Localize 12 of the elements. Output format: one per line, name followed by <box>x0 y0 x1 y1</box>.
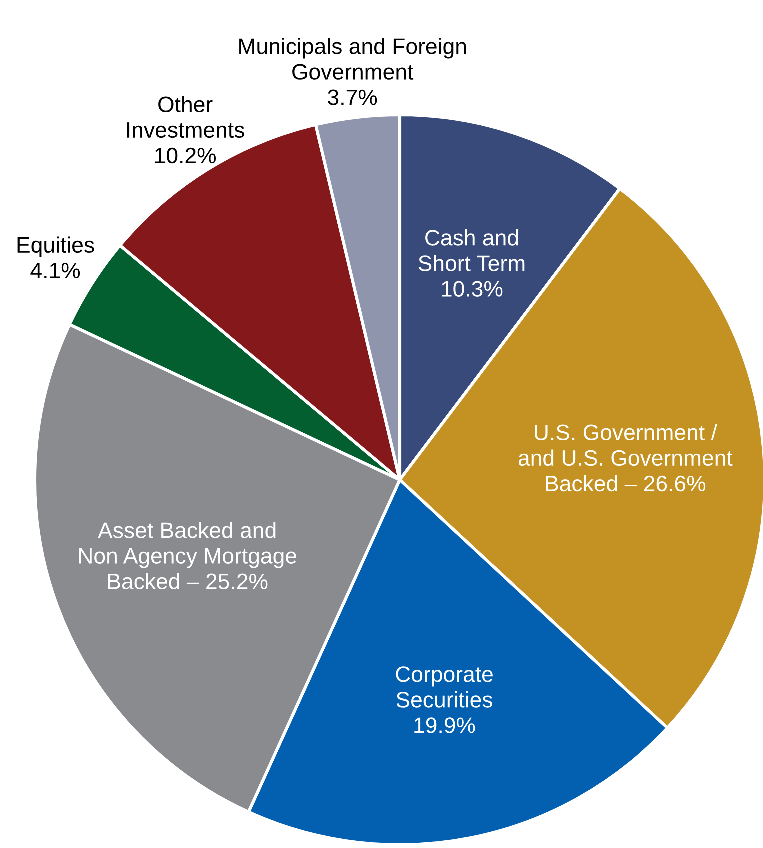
data-label: 4.1% <box>30 262 80 279</box>
slice-label: Equities <box>18 236 94 258</box>
data-label: 3.7% <box>328 90 378 106</box>
slice-label: Other Investments <box>127 96 244 138</box>
slice-label: Asset Backed and Non Agency Mortgage Backed – 25.2% <box>79 522 297 590</box>
slice-label: Corporate Securities <box>396 666 493 708</box>
data-label: 10.3% <box>442 281 503 297</box>
data-label: 10.2% <box>156 148 216 164</box>
data-label: 19.9% <box>414 718 476 734</box>
slice-label: U.S. Government / and U.S. Government Backed – 26.6% <box>518 424 733 492</box>
slice-label: Cash and Short Term <box>418 230 525 272</box>
slice-label: Municipals and Foreign Government <box>240 38 466 80</box>
